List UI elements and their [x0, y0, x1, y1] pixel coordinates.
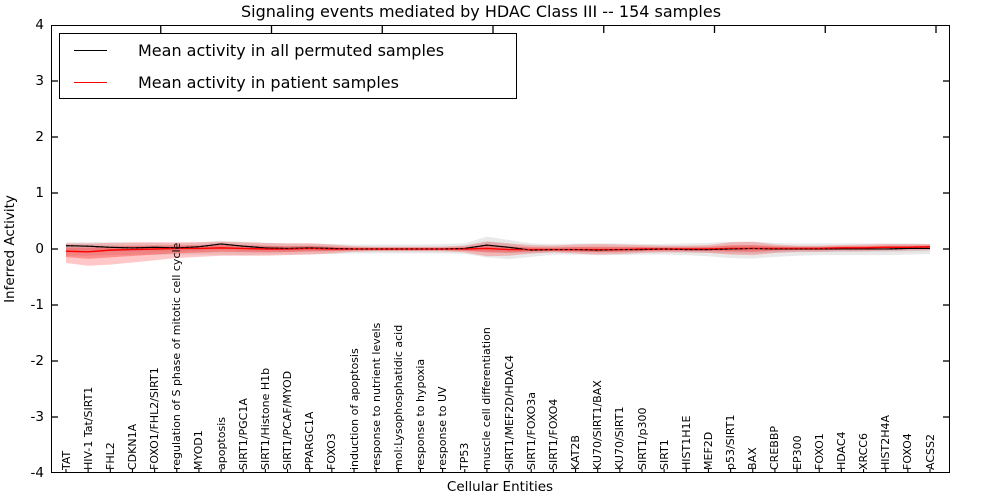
- x-tick-label: PPARGC1A: [303, 411, 317, 470]
- permuted-line-sample-icon: [74, 49, 107, 51]
- x-tick-label: induction of apoptosis: [347, 348, 361, 470]
- x-tick-label: regulation of S phase of mitotic cell cy…: [170, 242, 184, 470]
- y-tick-label: -4: [30, 465, 44, 481]
- patient-mean-line: [65, 246, 931, 253]
- x-tick-label: SIRT1/FOXO4: [546, 398, 560, 470]
- patient-band: [66, 241, 930, 266]
- x-tick-label: FOXO1: [812, 433, 826, 470]
- x-tick-label: CREBBP: [768, 426, 782, 470]
- x-tick-label: mol:Lysophosphatidic acid: [391, 324, 405, 470]
- x-tick-label: MEF2D: [701, 431, 715, 470]
- x-tick-label: KU70/SIRT1: [613, 406, 627, 470]
- y-tick-label: 4: [35, 17, 44, 33]
- x-tick-label: TAT: [59, 450, 73, 470]
- x-tick-label: FHL2: [103, 442, 117, 470]
- x-tick-label: XRCC6: [857, 433, 871, 470]
- plot-area: [51, 25, 950, 473]
- permuted-band-inner: [66, 240, 930, 254]
- x-tick-label: EP300: [790, 435, 804, 470]
- x-tick-label: response to UV: [436, 386, 450, 470]
- x-tick-label: SIRT1/PCAF/MYOD: [281, 370, 295, 470]
- x-tick-label: MYOD1: [192, 430, 206, 470]
- legend-item-permuted: Mean activity in all permuted samples: [60, 36, 516, 64]
- y-tick-label: 1: [35, 185, 44, 201]
- legend-label-permuted: Mean activity in all permuted samples: [138, 40, 445, 60]
- x-tick-label: CDKN1A: [125, 423, 139, 470]
- x-tick-label: SIRT1/PGC1A: [236, 398, 250, 470]
- x-tick-label: HIV-1 Tat/SIRT1: [81, 386, 95, 470]
- y-tick-label: -1: [30, 297, 44, 313]
- permuted-mean-line-dashes: [65, 243, 930, 251]
- x-tick-label: response to hypoxia: [413, 358, 427, 470]
- x-tick-label: SIRT1/MEF2D/HDAC4: [502, 355, 516, 470]
- x-tick-label: KAT2B: [569, 435, 583, 470]
- x-tick-label: ACSS2: [923, 434, 937, 470]
- y-tick-label: -2: [30, 353, 44, 369]
- x-tick-label: HDAC4: [834, 431, 848, 470]
- legend-label-patient: Mean activity in patient samples: [138, 72, 399, 92]
- x-tick-label: SIRT1/FOXO3a: [524, 391, 538, 470]
- x-tick-label: HIST1H1E: [679, 415, 693, 470]
- x-tick-label: BAX: [746, 447, 760, 470]
- x-tick-label: SIRT1/Histone H1b: [258, 367, 272, 470]
- y-tick-label: 0: [35, 241, 44, 257]
- x-tick-label: apoptosis: [214, 417, 228, 470]
- x-tick-label: muscle cell differentiation: [480, 327, 494, 470]
- legend-item-patient: Mean activity in patient samples: [60, 68, 516, 96]
- x-tick-label: response to nutrient levels: [369, 322, 383, 470]
- y-tick-label: 3: [35, 73, 44, 89]
- x-tick-label: SIRT1: [657, 439, 671, 470]
- x-tick-label: TP53: [458, 442, 472, 470]
- y-tick-label: -3: [30, 409, 44, 425]
- x-tick-label: SIRT1/p300: [635, 407, 649, 470]
- x-tick-label: HIST2H4A: [879, 414, 893, 470]
- x-tick-label: FOXO1/FHL2/SIRT1: [148, 367, 162, 470]
- permuted-band: [66, 236, 930, 260]
- x-tick-label: p53/SIRT1: [724, 414, 738, 470]
- chart-title: Signaling events mediated by HDAC Class …: [240, 2, 722, 21]
- y-tick-label: 2: [35, 129, 44, 145]
- x-axis-label: Cellular Entities: [446, 479, 554, 495]
- x-tick-label: FOXO4: [901, 433, 915, 470]
- patient-line-sample-icon: [74, 81, 107, 83]
- legend: Mean activity in all permuted samples Me…: [59, 33, 517, 99]
- x-tick-label: KU70/SIRT1/BAX: [591, 380, 605, 470]
- x-tick-label: FOXO3: [325, 433, 339, 470]
